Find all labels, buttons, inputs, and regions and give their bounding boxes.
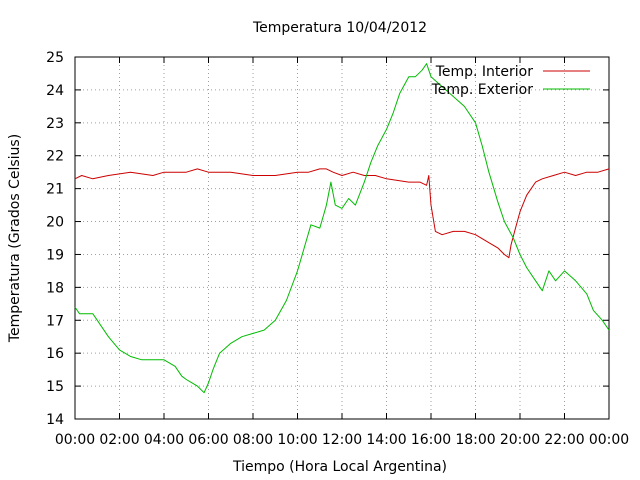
y-tick-label: 23 [46, 116, 64, 132]
chart-title: Temperatura 10/04/2012 [252, 20, 427, 36]
series-line-interior [74, 168, 610, 259]
x-tick-label: 04:00 [144, 432, 184, 448]
y-tick-label: 20 [46, 215, 64, 231]
x-tick-label: 20:00 [500, 432, 540, 448]
x-axis-label: Tiempo (Hora Local Argentina) [232, 459, 447, 475]
grid [75, 57, 609, 419]
legend-label: Temp. Exterior [431, 82, 534, 98]
legend-label: Temp. Interior [435, 64, 534, 80]
series-line-exterior [74, 63, 610, 394]
x-tick-label: 00:00 [589, 432, 629, 448]
series-lines [74, 63, 610, 394]
x-tick-label: 22:00 [544, 432, 584, 448]
y-tick-label: 18 [46, 280, 64, 296]
y-tick-label: 19 [46, 247, 64, 263]
x-tick-label: 08:00 [233, 432, 273, 448]
y-tick-label: 22 [46, 149, 64, 165]
legend: Temp. Interior Temp. Exterior [431, 64, 590, 98]
y-tick-label: 25 [46, 50, 64, 66]
y-tick-label: 17 [46, 313, 64, 329]
x-tick-label: 00:00 [55, 432, 95, 448]
x-tick-label: 02:00 [99, 432, 139, 448]
y-tick-label: 16 [46, 346, 64, 362]
y-axis-label: Temperatura (Grados Celsius) [7, 134, 23, 343]
x-tick-label: 06:00 [188, 432, 228, 448]
axis-ticks: 00:00 02:00 04:00 06:00 08:00 10:00 12:00 14:00… [46, 50, 629, 448]
x-tick-label: 12:00 [322, 432, 362, 448]
x-tick-label: 16:00 [411, 432, 451, 448]
x-tick-label: 14:00 [366, 432, 406, 448]
y-tick-label: 15 [46, 379, 64, 395]
x-tick-label: 18:00 [455, 432, 495, 448]
y-tick-label: 14 [46, 412, 64, 428]
x-tick-label: 10:00 [277, 432, 317, 448]
y-tick-label: 24 [46, 83, 64, 99]
y-tick-label: 21 [46, 182, 64, 198]
